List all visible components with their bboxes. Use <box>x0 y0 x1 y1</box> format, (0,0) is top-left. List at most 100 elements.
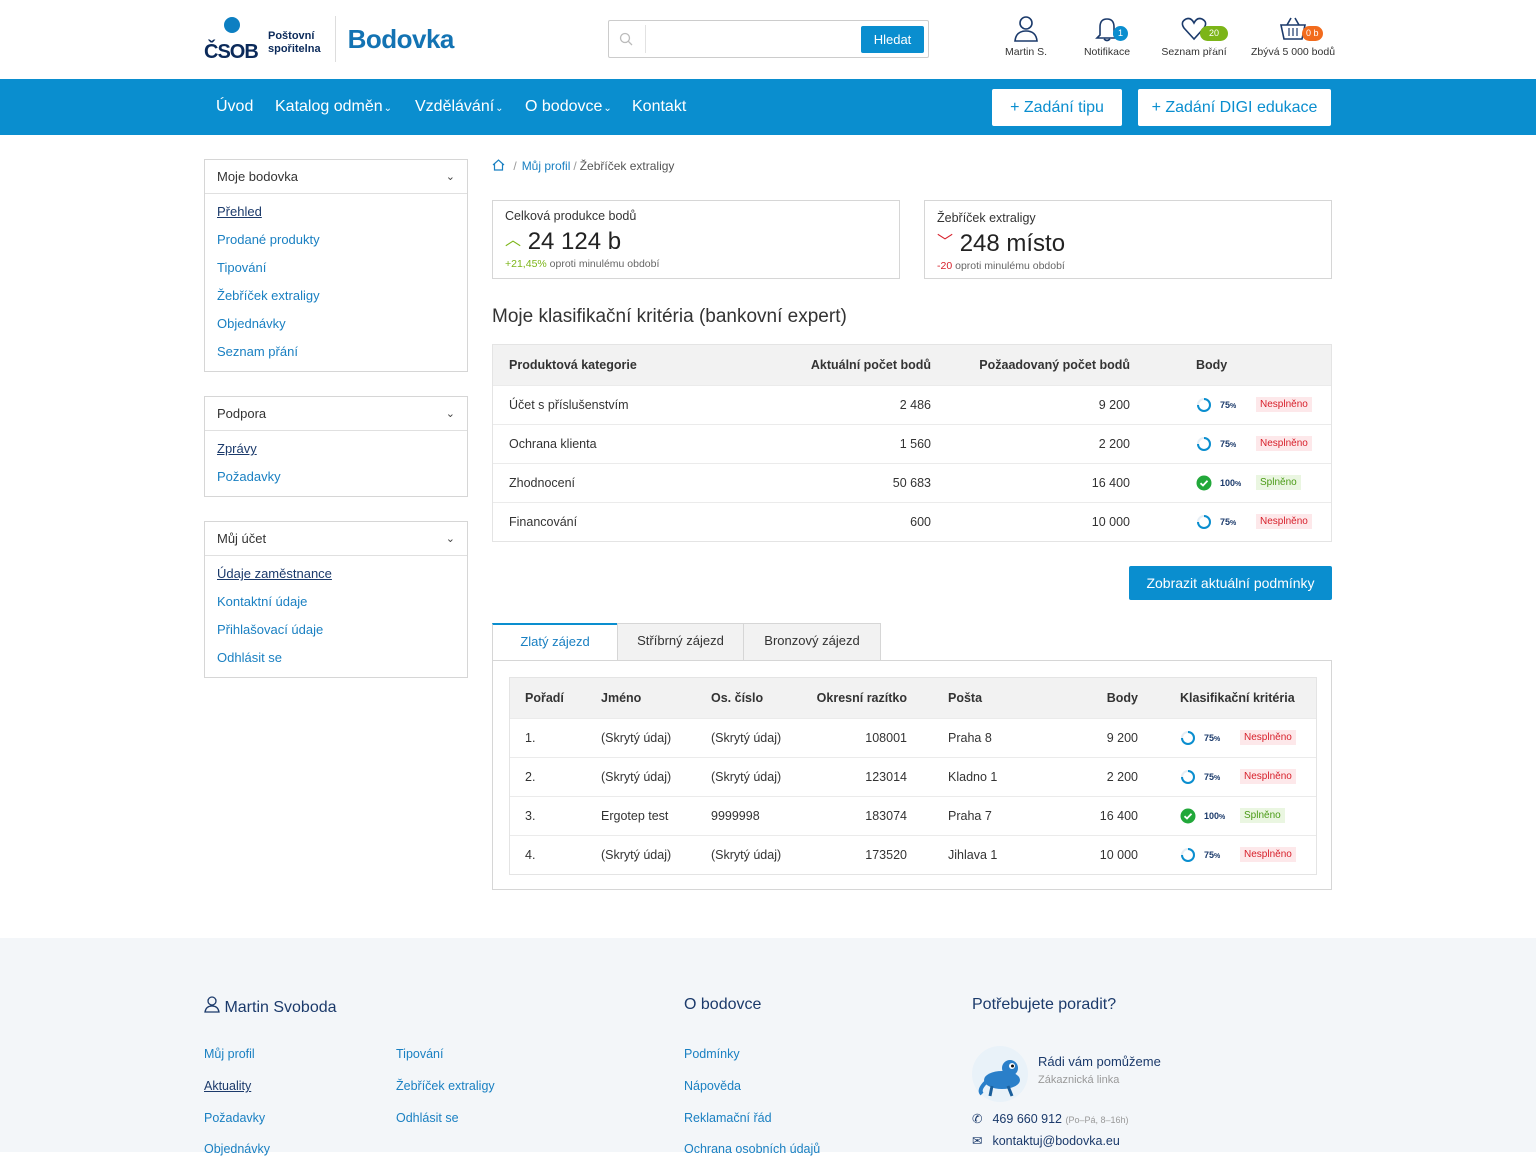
nav-item-vzdelavani[interactable]: Vzdělávání⌄ <box>415 98 504 115</box>
table-row: 1. (Skrytý údaj) (Skrytý údaj) 108001 Praha … <box>510 717 1316 757</box>
mascot-image <box>972 1046 1028 1102</box>
chevron-down-icon: ⌄ <box>445 533 455 545</box>
mail-icon: ✉ <box>972 1134 983 1148</box>
footer-link-profile[interactable]: Můj profil <box>204 1047 255 1061</box>
nav-item-o-bodovce[interactable]: O bodovce⌄ <box>525 98 612 115</box>
help-phone[interactable]: ✆ 469 660 912 (Po–Pá, 8–16h) <box>972 1112 1129 1126</box>
search-button[interactable]: Hledat <box>861 26 924 53</box>
sidebar-box-header[interactable]: Podpora ⌄ <box>205 397 467 431</box>
chevron-down-icon: ⌄ <box>603 103 612 114</box>
user-icon <box>1014 16 1038 42</box>
sidebar-box-header[interactable]: Moje bodovka ⌄ <box>205 160 467 194</box>
kpi-ranking: Žebříček extraligy ﹀ 248 místo -20 oprot… <box>924 200 1332 279</box>
sidebar-item-seznam-prani[interactable]: Seznam přání <box>217 344 298 359</box>
help-email[interactable]: ✉ kontaktuj@bodovka.eu <box>972 1134 1120 1148</box>
sidebar-item-kontaktni-udaje[interactable]: Kontaktní údaje <box>217 594 308 609</box>
chevron-down-icon: ⌄ <box>383 103 393 114</box>
header: ČSOB Poštovní spořitelna Bodovka Hledat … <box>0 0 1536 79</box>
bell-icon <box>1095 18 1119 42</box>
sidebar-box-podpora: Podpora ⌄ Zprávy Požadavky <box>204 396 468 497</box>
kpi-total-points: Celková produkce bodů ︿ 24 124 b +21,45%… <box>492 200 900 279</box>
chevron-down-icon: ⌄ <box>495 103 504 114</box>
table-row: 3. Ergotep test 9999998 183074 Praha 7 16 400… <box>510 795 1316 835</box>
home-icon[interactable] <box>492 159 505 171</box>
add-tip-button[interactable]: + Zadání tipu <box>992 89 1122 126</box>
help-heading: Rádi vám pomůžeme <box>1038 1054 1161 1069</box>
check-circle-icon <box>1180 808 1196 823</box>
notification-badge: 1 <box>1113 26 1128 41</box>
chevron-down-icon: ⌄ <box>445 408 455 420</box>
app-title: Bodovka <box>347 23 455 54</box>
progress-percent: 75% <box>1204 849 1221 860</box>
arrow-up-icon: ︿ <box>505 232 522 249</box>
sidebar-item-prehled[interactable]: Přehled <box>217 204 262 219</box>
footer-link-podminky[interactable]: Podmínky <box>684 1047 740 1061</box>
add-digi-button[interactable]: + Zadání DIGI edukace <box>1138 89 1331 126</box>
footer-link-gdpr[interactable]: Ochrana osobních údajů <box>684 1142 821 1156</box>
sidebar-item-zebricek[interactable]: Žebříček extraligy <box>217 288 320 303</box>
sidebar-item-pozadavky[interactable]: Požadavky <box>217 469 281 484</box>
table-row: Financování 600 10 000 75% Nesplněno <box>493 501 1331 541</box>
user-menu[interactable]: Martin S. <box>1000 14 1052 58</box>
table-row: 2. (Skrytý údaj) (Skrytý údaj) 123014 Kladno… <box>510 756 1316 796</box>
sidebar-item-udaje-zamestnance[interactable]: Údaje zaměstnance <box>217 566 332 581</box>
footer-link-objednavky[interactable]: Objednávky <box>204 1142 271 1156</box>
search-input[interactable] <box>645 25 860 53</box>
nav-item-uvod[interactable]: Úvod <box>216 98 254 115</box>
sidebar-item-zpravy[interactable]: Zprávy <box>217 441 257 456</box>
tab-bronzovy[interactable]: Bronzový zájezd <box>743 623 881 661</box>
breadcrumb-current: Žebříček extraligy <box>579 159 675 173</box>
footer-user: Martin Svoboda <box>204 996 337 1017</box>
tab-zlaty[interactable]: Zlatý zájezd <box>492 623 618 662</box>
progress-percent: 75% <box>1220 399 1237 410</box>
notifications[interactable]: 1 Notifikace <box>1080 14 1134 58</box>
progress-ring-icon <box>1181 847 1195 862</box>
breadcrumb: / Můj profil / Žebříček extraligy <box>492 159 674 173</box>
cart[interactable]: 0 b Zbývá 5 000 bodů <box>1250 14 1336 58</box>
sidebar-item-objednavky[interactable]: Objednávky <box>217 316 286 331</box>
footer-link-odhlasit[interactable]: Odhlásit se <box>396 1111 459 1125</box>
sidebar-box-moje-bodovka: Moje bodovka ⌄ Přehled Prodané produkty T… <box>204 159 468 372</box>
ranking-table: Pořadí Jméno Os. číslo Okresní razítko P… <box>509 677 1317 875</box>
progress-percent: 75% <box>1220 516 1237 527</box>
tab-stribrny[interactable]: Stříbrný zájezd <box>617 623 744 661</box>
footer-about-title: O bodovce <box>684 996 762 1013</box>
csob-logo-mark: ČSOB <box>204 17 260 63</box>
table-row: Ochrana klienta 1 560 2 200 75% Nesplněno <box>493 423 1331 463</box>
main-nav: Úvod Katalog odměn⌄ Vzdělávání⌄ O bodovc… <box>0 79 1536 135</box>
criteria-title: Moje klasifikační kritéria (bankovní exp… <box>492 306 847 327</box>
status-badge: Nesplněno <box>1256 436 1312 451</box>
footer-link-napoveda[interactable]: Nápověda <box>684 1079 741 1093</box>
footer-link-pozadavky[interactable]: Požadavky <box>204 1111 266 1125</box>
status-badge: Splněno <box>1256 475 1301 490</box>
sidebar-item-prihlasovaci-udaje[interactable]: Přihlašovací údaje <box>217 622 324 637</box>
logo[interactable]: ČSOB Poštovní spořitelna Bodovka <box>204 16 455 63</box>
search-bar: Hledat <box>608 20 929 58</box>
tab-panel: Pořadí Jméno Os. číslo Okresní razítko P… <box>492 660 1332 890</box>
sidebar-item-tipovani[interactable]: Tipování <box>217 260 267 275</box>
help-subheading: Zákaznická linka <box>1038 1074 1120 1086</box>
sidebar-item-odhlasit[interactable]: Odhlásit se <box>217 650 283 665</box>
nav-item-kontakt[interactable]: Kontakt <box>632 98 687 115</box>
table-row: Zhodnocení 50 683 16 400 100% Splněno <box>493 462 1331 502</box>
progress-ring-icon <box>1181 730 1195 745</box>
footer-link-reklamacni[interactable]: Reklamační řád <box>684 1111 772 1125</box>
sidebar-box-muj-ucet: Můj účet ⌄ Údaje zaměstnance Kontaktní úd… <box>204 521 468 678</box>
check-circle-icon <box>1196 475 1212 490</box>
footer-link-aktuality[interactable]: Aktuality <box>204 1079 252 1093</box>
status-badge: Splněno <box>1240 808 1285 823</box>
phone-icon: ✆ <box>972 1112 983 1126</box>
nav-item-katalog[interactable]: Katalog odměn⌄ <box>275 98 393 115</box>
status-badge: Nesplněno <box>1240 847 1296 863</box>
heart-icon <box>1181 17 1207 41</box>
footer-link-zebricek[interactable]: Žebříček extraligy <box>396 1079 495 1093</box>
breadcrumb-profile[interactable]: Můj profil <box>521 159 571 173</box>
arrow-down-icon: ﹀ <box>937 234 954 251</box>
show-conditions-button[interactable]: Zobrazit aktuální podmínky <box>1129 566 1332 600</box>
sidebar-box-header[interactable]: Můj účet ⌄ <box>205 522 467 556</box>
status-badge: Nesplněno <box>1240 730 1296 745</box>
wishlist[interactable]: 20 % Seznam přání <box>1160 14 1228 58</box>
footer-link-tipovani[interactable]: Tipování <box>396 1047 444 1061</box>
sidebar-item-prodane-produkty[interactable]: Prodané produkty <box>217 232 320 247</box>
user-icon <box>204 996 220 1013</box>
